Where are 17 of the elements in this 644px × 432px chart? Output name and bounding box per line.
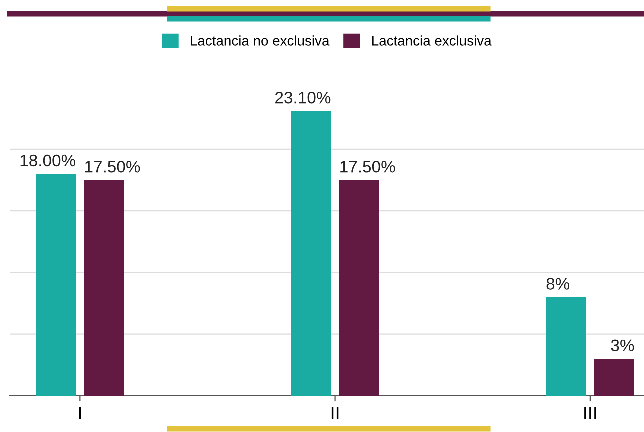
bar: [84, 180, 124, 396]
data-label: 23.10%: [276, 92, 331, 104]
legend-label: Lactancia exclusiva: [372, 36, 492, 46]
bar: [339, 180, 380, 396]
bar: [546, 297, 586, 396]
x-tick-label: II: [332, 407, 339, 420]
bar: [36, 174, 76, 396]
bar: [594, 359, 634, 396]
legend-label: Lactancia no exclusiva: [191, 36, 330, 46]
data-label: 17.50%: [85, 161, 140, 173]
data-label: 3%: [611, 340, 634, 352]
data-label: 17.50%: [340, 161, 396, 173]
x-tick-label: I: [79, 407, 82, 420]
data-label: 8%: [546, 278, 570, 290]
data-label: 18.00%: [20, 154, 76, 167]
bar: [291, 111, 332, 396]
x-tick-label: III: [584, 407, 596, 420]
